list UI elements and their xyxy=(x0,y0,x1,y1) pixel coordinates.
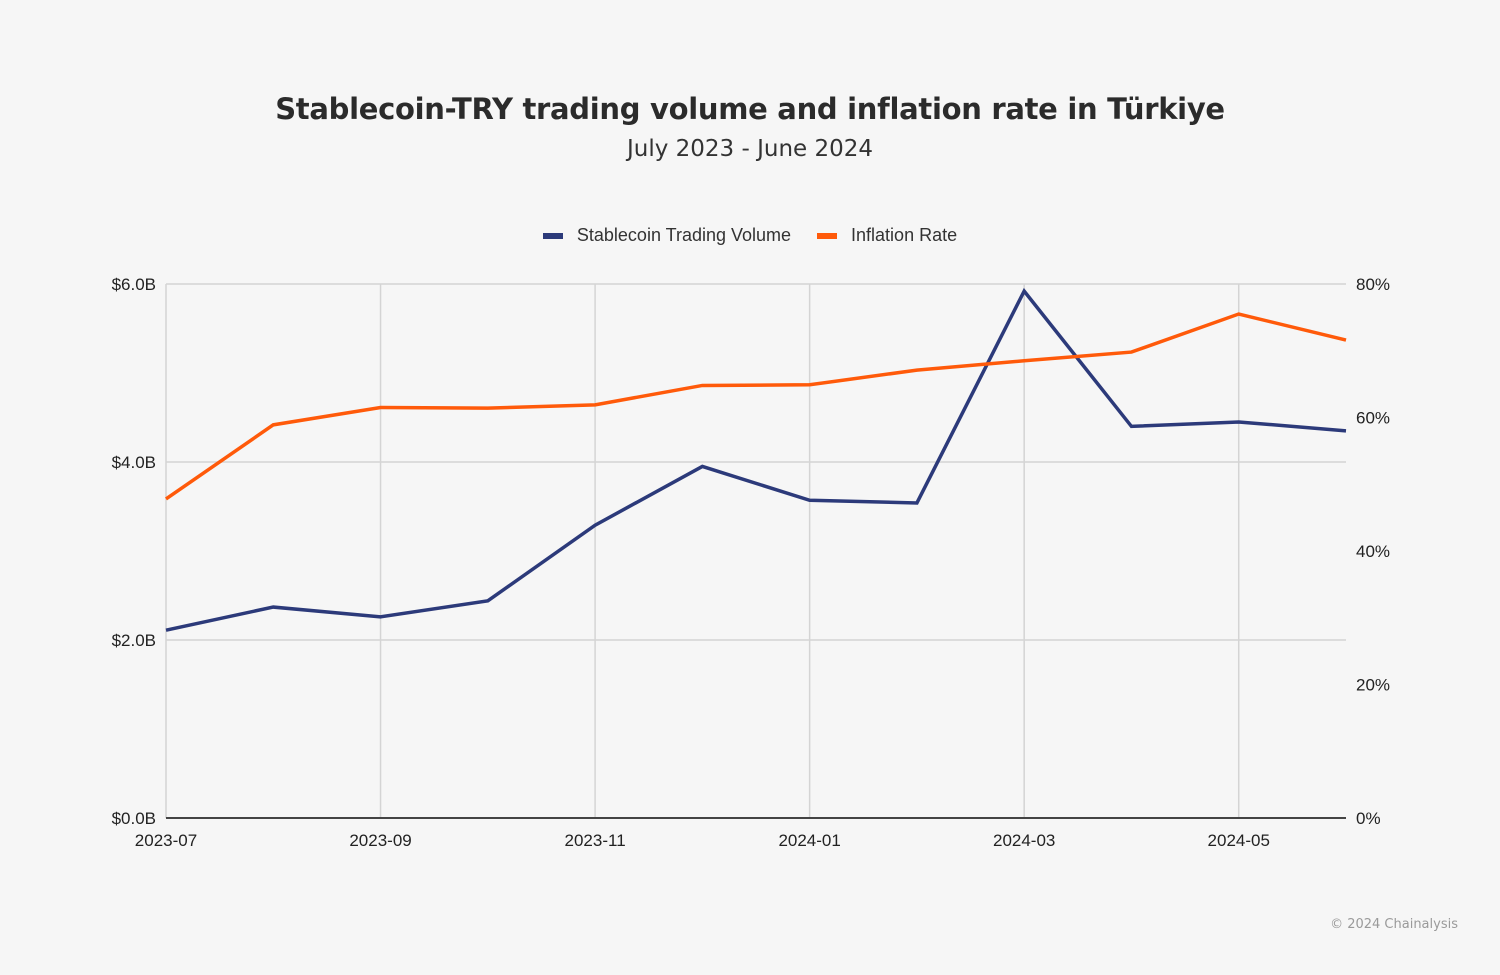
right-tick-label: 40% xyxy=(1356,542,1390,561)
series-line-volume xyxy=(165,287,1347,632)
chart-subtitle: July 2023 - June 2024 xyxy=(626,136,874,162)
right-tick-label: 80% xyxy=(1356,275,1390,294)
series-line-inflation xyxy=(165,312,1347,501)
legend-swatch-volume xyxy=(542,232,563,239)
x-tick-label: 2024-05 xyxy=(1208,831,1270,850)
left-tick-label: $4.0B xyxy=(112,453,156,472)
right-tick-label: 0% xyxy=(1356,809,1381,828)
right-tick-label: 60% xyxy=(1356,409,1390,428)
legend: Stablecoin Trading Volume Inflation Rate xyxy=(0,225,1500,246)
legend-label-volume: Stablecoin Trading Volume xyxy=(576,225,792,245)
right-tick-label: 20% xyxy=(1356,676,1390,695)
legend-item-volume[interactable]: Stablecoin Trading Volume xyxy=(542,225,792,246)
legend-item-inflation[interactable]: Inflation Rate xyxy=(817,225,957,246)
copyright: © 2024 Chainalysis xyxy=(1330,917,1458,932)
left-tick-label: $6.0B xyxy=(112,275,156,294)
gridlines xyxy=(165,283,1346,818)
x-tick-label: 2024-03 xyxy=(993,831,1055,850)
tick-labels: $0.0B $2.0B $4.0B $6.0B 2023-07 2023-09 2023-1… xyxy=(112,275,1390,850)
x-tick-label: 2023-09 xyxy=(349,831,411,850)
x-tick-label: 2024-01 xyxy=(778,831,840,850)
series-lines xyxy=(165,287,1347,632)
left-tick-label: $0.0B xyxy=(112,809,156,828)
legend-swatch-inflation xyxy=(817,232,838,239)
x-tick-label: 2023-11 xyxy=(565,831,626,850)
legend-label-inflation: Inflation Rate xyxy=(851,225,958,245)
left-tick-label: $2.0B xyxy=(112,631,156,650)
x-tick-label: 2023-07 xyxy=(135,831,197,850)
chart-title: Stablecoin-TRY trading volume and inflat… xyxy=(275,92,1225,126)
